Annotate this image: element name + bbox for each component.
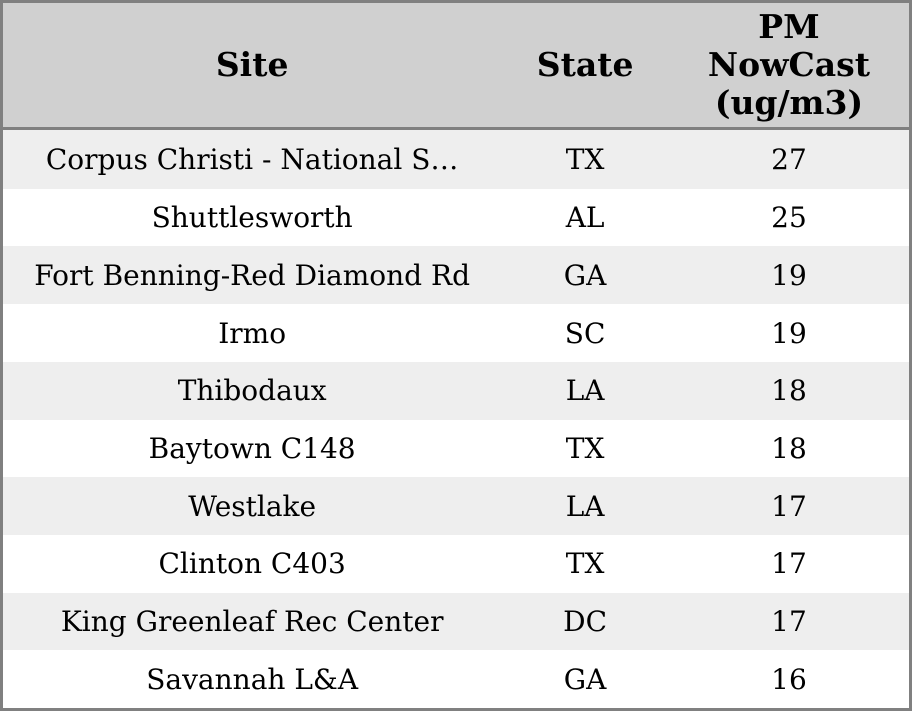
state-cell: TX [565,431,605,465]
pm-nowcast-cell: 18 [771,374,807,408]
header-state: State [501,3,669,130]
pm-nowcast-cell: 27 [771,142,807,176]
state-cell: GA [563,662,607,696]
site-cell: Westlake [188,489,317,523]
table-row: Corpus Christi - National S… TX 27 [3,128,909,189]
table-header: Site State PM NowCast (ug/m3) [3,3,909,130]
site-cell: Corpus Christi - National S… [45,142,459,176]
table-row: Thibodaux LA 18 [3,361,909,420]
site-cell: Savannah L&A [146,662,359,696]
pm-nowcast-cell: 25 [771,201,807,235]
table-row: Savannah L&A GA 16 [3,650,909,708]
pm-nowcast-cell: 18 [771,431,807,465]
site-cell: Fort Benning-Red Diamond Rd [34,258,471,292]
header-row: Site State PM NowCast (ug/m3) [3,3,909,130]
pm-nowcast-cell: 19 [771,316,807,350]
state-cell: SC [564,316,606,350]
pm-nowcast-cell: 19 [771,258,807,292]
state-cell: LA [565,374,605,408]
site-cell: Baytown C148 [148,431,356,465]
site-cell: Clinton C403 [158,547,346,581]
table-row: Clinton C403 TX 17 [3,534,909,593]
pm-nowcast-cell: 17 [771,489,807,523]
site-cell: Shuttlesworth [151,201,353,235]
site-cell: Irmo [218,316,287,350]
site-cell: Thibodaux [177,374,327,408]
site-cell: King Greenleaf Rec Center [60,604,444,638]
state-cell: DC [563,604,608,638]
table-row: Shuttlesworth AL 25 [3,188,909,247]
table-row: King Greenleaf Rec Center DC 17 [3,592,909,651]
table-body: Corpus Christi - National S… TX 27 Shutt… [3,128,909,708]
header-site: Site [3,3,502,130]
table-row: Baytown C148 TX 18 [3,419,909,478]
pm-nowcast-cell: 17 [771,604,807,638]
state-cell: TX [565,547,605,581]
table-row: Irmo SC 19 [3,304,909,362]
state-cell: LA [565,489,605,523]
pm-nowcast-cell: 17 [771,547,807,581]
table-row: Westlake LA 17 [3,477,909,535]
pm-nowcast-cell: 16 [771,662,807,696]
state-cell: TX [565,142,605,176]
data-table: Site State PM NowCast (ug/m3) Corpus Chr… [3,3,909,708]
state-cell: AL [565,201,605,235]
header-pm-nowcast: PM NowCast (ug/m3) [668,3,909,130]
state-cell: GA [563,258,607,292]
table-row: Fort Benning-Red Diamond Rd GA 19 [3,246,909,305]
